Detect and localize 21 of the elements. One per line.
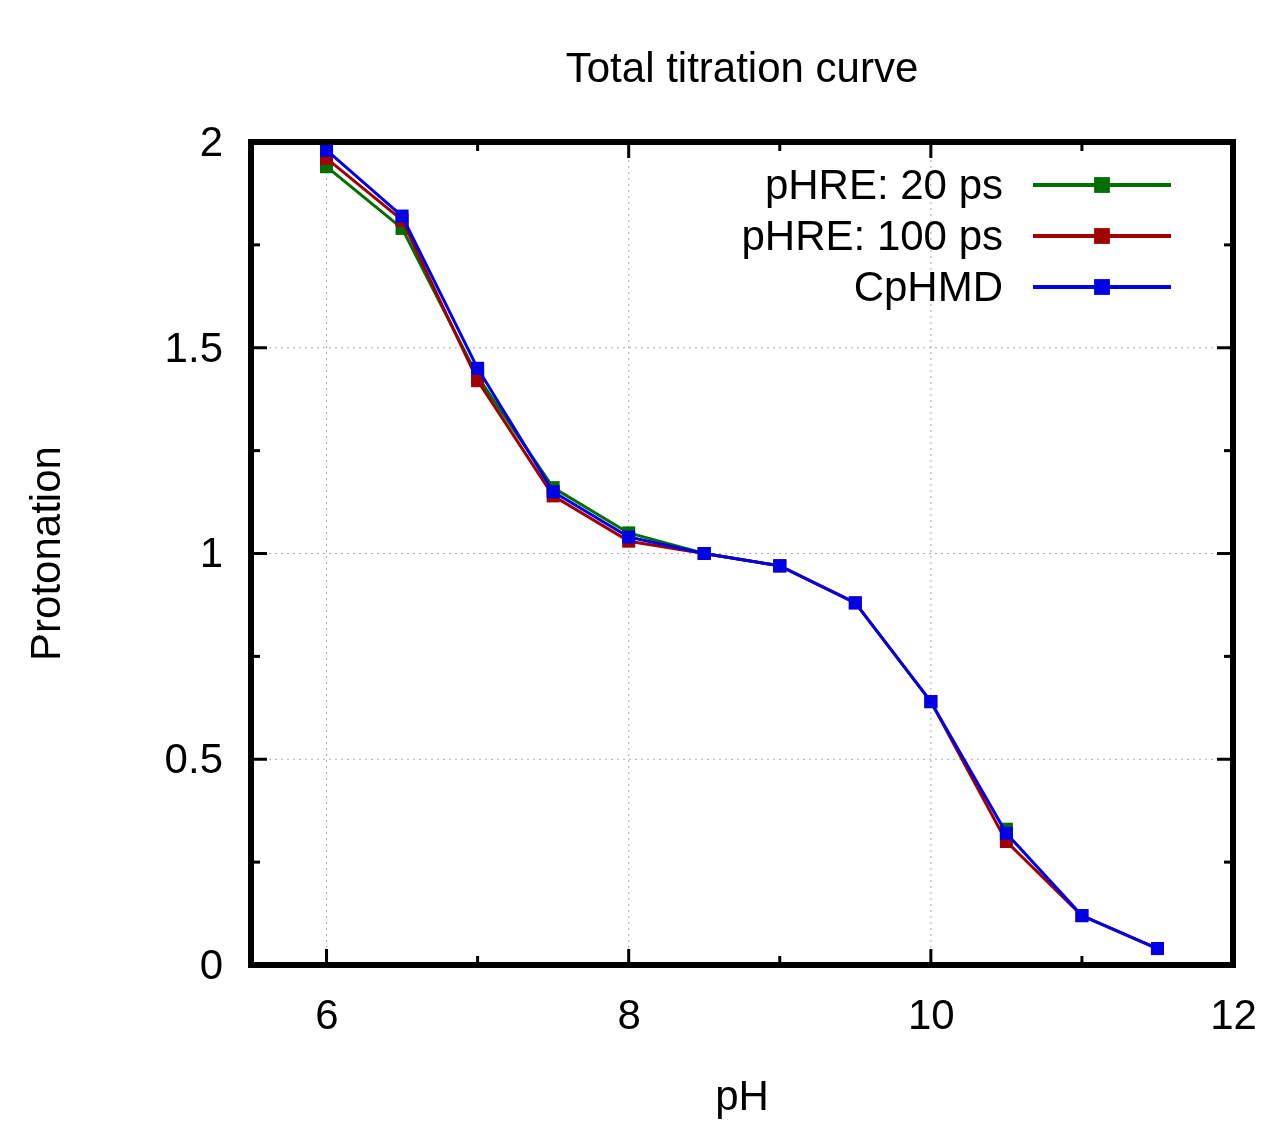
- point: [471, 361, 485, 375]
- legend-label: pHRE: 20 ps: [764, 161, 1003, 208]
- x-tick-label: 10: [907, 990, 955, 1038]
- y-tick-label: 0: [199, 940, 223, 988]
- y-tick-label: 1: [199, 529, 223, 577]
- point: [546, 485, 560, 499]
- y-tick-label: 1.5: [164, 323, 223, 371]
- x-axis-title: pH: [715, 1072, 769, 1119]
- x-tick-label: 6: [315, 990, 339, 1038]
- legend-label: CpHMD: [853, 263, 1003, 310]
- legend-label: pHRE: 100 ps: [741, 212, 1003, 259]
- x-tick-label: 8: [617, 990, 641, 1038]
- y-axis-title: Protonation: [22, 446, 69, 661]
- point: [622, 530, 636, 544]
- y-tick-label: 2: [199, 117, 223, 165]
- y-tick-label: 0.5: [164, 735, 223, 783]
- point: [395, 209, 409, 223]
- point: [999, 826, 1013, 840]
- x-tick-label: 12: [1210, 990, 1257, 1038]
- point: [320, 143, 334, 157]
- chart-title: Total titration curve: [565, 44, 919, 91]
